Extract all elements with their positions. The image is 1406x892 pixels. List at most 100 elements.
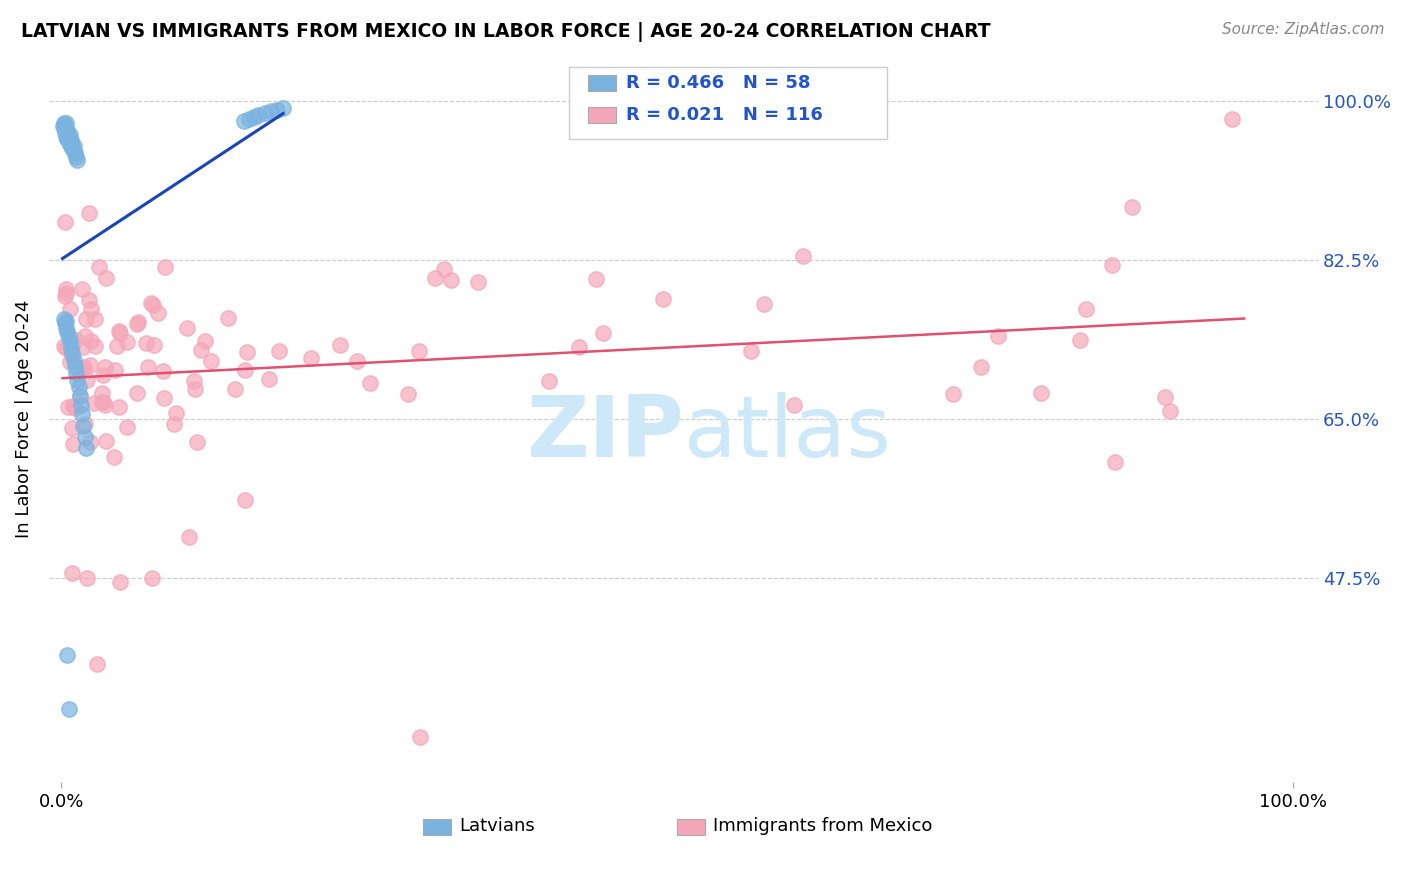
Point [142, 298, 165, 312]
Point [108, 400, 131, 414]
Point [63, 359, 86, 373]
FancyBboxPatch shape [569, 68, 887, 139]
Point [139, 295, 162, 310]
Point [232, 113, 254, 128]
Point [1220, 112, 1243, 126]
Text: Immigrants from Mexico: Immigrants from Mexico [713, 817, 932, 835]
Point [58, 702, 80, 716]
Point [176, 321, 198, 335]
Point [153, 392, 176, 406]
Point [69, 389, 91, 403]
Point [58, 130, 80, 145]
Point [135, 335, 157, 350]
Point [56, 132, 79, 146]
Point [146, 306, 169, 320]
Point [79, 358, 101, 372]
Point [238, 112, 260, 126]
Point [56, 326, 79, 340]
Point [108, 575, 131, 590]
Point [75, 328, 97, 343]
Point [66, 374, 89, 388]
Point [136, 360, 159, 375]
Point [165, 406, 187, 420]
Point [104, 363, 127, 377]
Point [83, 339, 105, 353]
Point [84, 312, 107, 326]
Point [60, 135, 83, 149]
Point [89, 260, 111, 274]
Point [53, 289, 76, 303]
Point [233, 363, 256, 377]
Point [56, 122, 79, 136]
Point [52, 116, 75, 130]
Point [79, 334, 101, 348]
Point [90, 386, 112, 401]
Point [62, 144, 84, 158]
Point [59, 137, 82, 152]
Text: atlas: atlas [683, 392, 891, 475]
Point [94, 271, 117, 285]
Point [56, 648, 79, 662]
Point [53, 119, 76, 133]
Point [194, 334, 217, 349]
Point [53, 215, 76, 229]
Point [236, 345, 259, 359]
Point [72, 340, 94, 354]
Point [186, 435, 208, 450]
Point [271, 101, 294, 115]
Point [257, 372, 280, 386]
Point [266, 103, 288, 117]
Point [60, 566, 83, 581]
Point [55, 122, 77, 136]
Point [163, 417, 186, 431]
Point [70, 407, 93, 421]
Point [65, 150, 87, 164]
Point [183, 375, 205, 389]
Point [90, 395, 112, 409]
Point [60, 136, 83, 151]
Point [63, 401, 86, 416]
Point [1104, 455, 1126, 469]
Text: LATVIAN VS IMMIGRANTS FROM MEXICO IN LABOR FORCE | AGE 20-24 CORRELATION CHART: LATVIAN VS IMMIGRANTS FROM MEXICO IN LAB… [21, 22, 991, 42]
Point [55, 313, 77, 327]
Point [60, 341, 83, 355]
Point [79, 434, 101, 449]
Point [299, 351, 322, 365]
Point [66, 153, 89, 167]
Point [65, 334, 87, 348]
Point [52, 120, 75, 135]
Point [70, 398, 93, 412]
Point [93, 368, 115, 383]
Point [247, 108, 270, 122]
Point [346, 354, 368, 368]
Point [942, 387, 965, 401]
Point [76, 373, 98, 387]
Text: R = 0.021   N = 116: R = 0.021 N = 116 [627, 106, 824, 124]
Point [409, 730, 432, 744]
Point [217, 310, 239, 325]
Point [1069, 333, 1091, 347]
Point [86, 657, 108, 671]
Point [200, 353, 222, 368]
Point [60, 348, 83, 362]
Point [59, 133, 82, 147]
Point [1159, 404, 1181, 418]
Point [152, 364, 174, 378]
Point [242, 110, 264, 124]
Point [253, 106, 276, 120]
Point [792, 249, 814, 263]
Point [59, 302, 82, 317]
Point [62, 437, 84, 451]
Text: Source: ZipAtlas.com: Source: ZipAtlas.com [1222, 22, 1385, 37]
Point [77, 293, 100, 307]
Point [1121, 200, 1143, 214]
Point [75, 312, 97, 326]
Point [72, 361, 94, 376]
Point [740, 344, 762, 359]
Point [103, 450, 125, 465]
Point [783, 398, 806, 412]
Point [73, 430, 96, 444]
Point [77, 205, 100, 219]
Point [75, 441, 97, 455]
Point [423, 271, 446, 285]
